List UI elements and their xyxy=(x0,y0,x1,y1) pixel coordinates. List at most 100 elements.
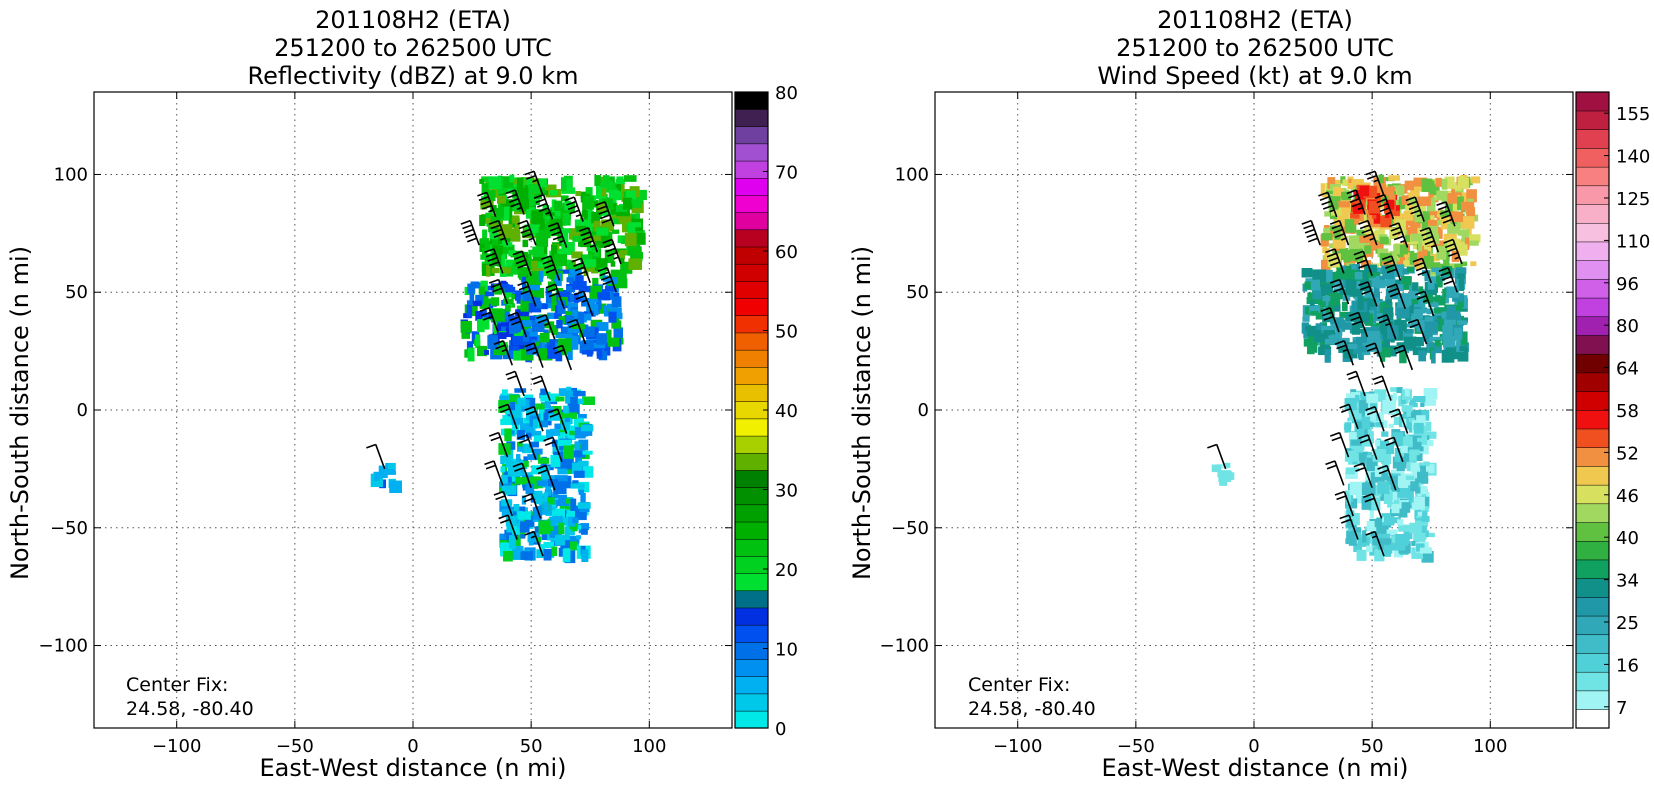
echo-cell xyxy=(1318,296,1331,308)
colorbar-tick-label: 50 xyxy=(775,322,798,343)
echo-cell xyxy=(1367,271,1381,284)
echo-cell xyxy=(540,388,547,396)
echo-cell xyxy=(1438,263,1445,270)
echo-cell xyxy=(552,492,559,499)
echo-cell xyxy=(575,275,584,282)
echo-cell xyxy=(1333,214,1345,226)
echo-cell xyxy=(1346,393,1354,399)
echo-cell xyxy=(1368,497,1381,511)
echo-cell xyxy=(522,232,533,237)
colorbar-tick-label: 40 xyxy=(1616,528,1639,549)
colorbar-swatch xyxy=(1575,428,1610,448)
wind-barb xyxy=(505,370,525,397)
echo-cell xyxy=(1441,311,1452,319)
echo-cell xyxy=(1364,264,1378,273)
echo-cell xyxy=(1409,522,1422,534)
wind-barb xyxy=(488,219,509,246)
echo-cell xyxy=(1349,413,1362,421)
y-tick-label: 50 xyxy=(906,282,929,303)
echo-cell xyxy=(1341,211,1353,221)
wind-barb xyxy=(574,290,594,317)
echo-cell xyxy=(1354,527,1362,533)
echo-cell xyxy=(619,181,625,190)
echo-cell xyxy=(578,285,591,293)
echo-cell xyxy=(1424,275,1431,282)
echo-cell xyxy=(1398,244,1408,259)
wind-barb xyxy=(548,222,568,248)
echo-cell xyxy=(555,534,566,546)
wind-barb xyxy=(1334,490,1354,517)
echo-cell xyxy=(1426,197,1436,212)
echo-cell xyxy=(1409,252,1418,265)
x-tick-label: −50 xyxy=(276,736,314,757)
echo-cell xyxy=(1306,297,1319,305)
echo-cell xyxy=(1404,180,1419,191)
echo-cell xyxy=(631,199,637,204)
echo-cell xyxy=(1355,492,1366,504)
echo-cell xyxy=(1397,519,1404,526)
echo-cell xyxy=(527,203,536,210)
echo-cell xyxy=(1350,438,1364,446)
colorbar-swatch xyxy=(734,469,769,488)
colorbar-swatch xyxy=(734,452,769,471)
echo-cell xyxy=(503,550,513,562)
colorbar-swatch xyxy=(734,177,769,196)
echo-cell xyxy=(1401,502,1411,513)
echo-cell xyxy=(1376,349,1383,357)
echo-cell xyxy=(1443,315,1456,328)
wind-barb xyxy=(1329,431,1350,458)
x-axis-label: East-West distance (n mi) xyxy=(259,754,566,782)
echo-cell xyxy=(1385,272,1396,287)
echo-cell xyxy=(1457,229,1468,236)
echo-cell xyxy=(1383,491,1393,505)
echo-cell xyxy=(1414,191,1420,199)
echo-cell xyxy=(1312,290,1322,300)
colorbar-swatch xyxy=(734,108,769,127)
wind-barb xyxy=(1348,311,1369,338)
echo-cell xyxy=(476,319,485,333)
echo-cell xyxy=(616,205,627,212)
echo-cell xyxy=(569,228,580,240)
echo-cell xyxy=(505,515,517,526)
echo-cell xyxy=(581,549,589,563)
echo-cell xyxy=(1350,212,1360,219)
echo-cell xyxy=(1454,196,1464,211)
echo-cell xyxy=(1356,311,1370,323)
echo-cell xyxy=(537,261,544,271)
colorbar-swatch xyxy=(734,676,769,695)
echo-cell xyxy=(519,343,533,351)
echo-cell xyxy=(540,218,545,230)
echo-cell xyxy=(1390,265,1399,272)
echo-cell xyxy=(1349,481,1364,496)
echo-cell xyxy=(1334,227,1341,240)
echo-cell xyxy=(541,303,548,310)
echo-cell xyxy=(536,480,548,487)
echo-cell xyxy=(538,520,551,535)
echo-cell xyxy=(526,177,533,190)
echo-cell xyxy=(538,457,550,464)
x-tick-label: 100 xyxy=(1473,736,1507,757)
echo-cell xyxy=(1426,342,1434,353)
echo-cell xyxy=(1412,282,1419,291)
colorbar-tick-label: 155 xyxy=(1616,104,1650,125)
echo-cell xyxy=(1320,284,1334,296)
echo-cell xyxy=(551,293,557,308)
echo-cell xyxy=(572,517,579,524)
echo-cell xyxy=(512,263,523,275)
echo-cell xyxy=(1405,422,1416,430)
echo-cell xyxy=(479,238,488,253)
echo-cell xyxy=(1366,545,1373,553)
echo-cell xyxy=(488,176,502,190)
echo-cell xyxy=(511,215,520,224)
x-tick-label: −100 xyxy=(993,736,1042,757)
x-tick-label: −50 xyxy=(1117,736,1155,757)
echo-cell xyxy=(547,393,560,402)
wind-barb xyxy=(1374,194,1395,220)
echo-cell xyxy=(1397,475,1405,487)
echo-cell xyxy=(557,494,568,505)
echo-cell xyxy=(1303,331,1308,339)
wind-barb xyxy=(484,248,504,274)
echo-cell xyxy=(1449,211,1464,223)
colorbar-swatch xyxy=(1575,596,1610,617)
echo-cell xyxy=(520,551,533,560)
